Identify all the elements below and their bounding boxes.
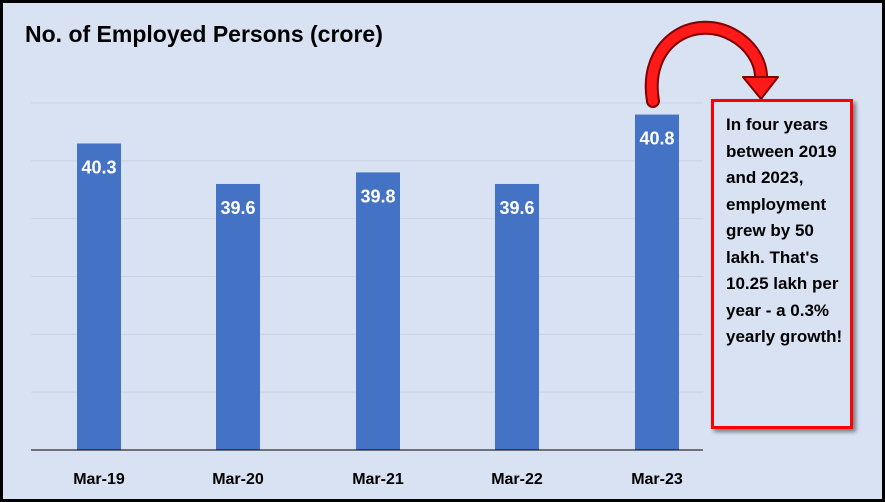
bar-mar-22 [495, 183, 539, 450]
bar-mar-23 [635, 114, 679, 451]
bars [77, 114, 679, 451]
annotation-text: In four years between 2019 and 2023, emp… [726, 115, 843, 346]
annotation-callout: In four years between 2019 and 2023, emp… [711, 99, 853, 429]
curved-arrow-icon [644, 20, 779, 108]
data-label: 40.3 [81, 157, 116, 177]
x-tick-label: Mar-21 [352, 471, 404, 488]
data-label: 39.6 [499, 198, 534, 218]
bar-mar-21 [356, 172, 400, 450]
x-tick-labels: Mar-19 Mar-20 Mar-21 Mar-22 Mar-23 [73, 471, 683, 488]
x-tick-label: Mar-19 [73, 471, 125, 488]
bar-mar-20 [216, 183, 260, 450]
data-label: 39.6 [220, 198, 255, 218]
x-tick-label: Mar-23 [631, 471, 683, 488]
data-label: 39.8 [360, 186, 395, 206]
data-label: 40.8 [639, 129, 674, 149]
data-labels: 40.3 39.6 39.8 39.6 40.8 [81, 129, 674, 218]
bar-chart: 40.339.639.839.640.8 Mar-19 Mar-20 Mar-21 M… [31, 20, 779, 488]
chart-title: No. of Employed Persons (crore) [25, 21, 383, 47]
bar-mar-19 [77, 143, 121, 450]
x-tick-label: Mar-22 [491, 471, 543, 488]
x-tick-label: Mar-20 [212, 471, 264, 488]
